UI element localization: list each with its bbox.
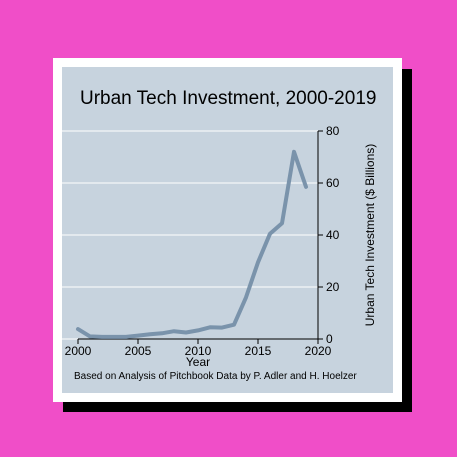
y-tick-label: 40 (326, 228, 340, 242)
x-tick-label: 2020 (305, 344, 332, 358)
x-tick-label: 2015 (245, 344, 272, 358)
y-tick-label: 60 (326, 176, 340, 190)
series-line (76, 149, 308, 339)
y-axis-label: Urban Tech Investment ($ Billions) (363, 144, 377, 327)
y-axis-ticks: 0 20 40 60 80 (317, 124, 340, 346)
y-tick-label: 20 (326, 280, 340, 294)
x-tick-label: 2005 (125, 344, 152, 358)
x-axis-label: Year (186, 355, 210, 369)
source-note: Based on Analysis of Pitchbook Data by P… (74, 371, 357, 382)
x-axis-ticks: 2000 2005 2010 2015 2020 (65, 338, 332, 358)
y-tick-label: 80 (326, 124, 340, 138)
y-tick-label: 0 (326, 332, 333, 346)
gridlines (62, 130, 318, 340)
chart-title: Urban Tech Investment, 2000-2019 (80, 88, 376, 109)
x-tick-label: 2010 (185, 344, 212, 358)
x-tick-label: 2000 (65, 344, 92, 358)
